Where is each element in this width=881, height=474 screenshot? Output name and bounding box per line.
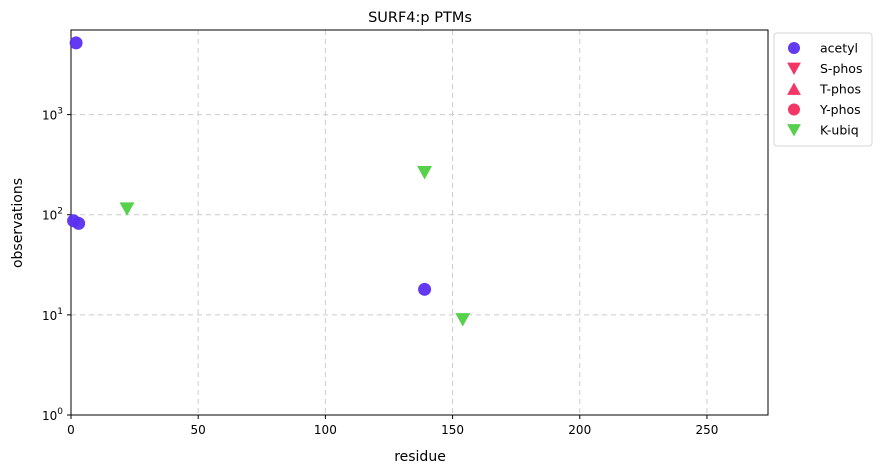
- legend-marker-s-phos: [787, 62, 801, 76]
- legend-marker-k-ubiq: [787, 124, 801, 137]
- legend-marker-acetyl: [788, 42, 800, 54]
- legend-label: S-phos: [820, 61, 862, 76]
- plot-area: [70, 29, 769, 416]
- x-tick-label: 0: [67, 423, 75, 437]
- y-tick-label: 100: [42, 407, 63, 423]
- x-axis-label: residue: [394, 449, 446, 465]
- legend-label: acetyl: [820, 41, 858, 56]
- x-tick-label: 100: [314, 423, 337, 437]
- data-point-acetyl: [418, 282, 432, 296]
- legend: acetyl S-phos T-phos Y-phos K-ubiq: [773, 32, 873, 147]
- x-tick-label: 250: [695, 423, 718, 437]
- data-point-k-ubiq: [455, 313, 471, 327]
- chart-title: SURF4:p PTMs: [368, 10, 472, 26]
- y-axis-label: observations: [10, 178, 26, 268]
- legend-label: Y-phos: [819, 102, 861, 117]
- data-point-acetyl: [72, 216, 86, 230]
- legend-label: K-ubiq: [820, 123, 859, 138]
- data-point-k-ubiq: [417, 166, 433, 180]
- legend-label: T-phos: [819, 82, 861, 97]
- y-tick-label: 103: [42, 107, 63, 123]
- legend-marker-y-phos: [788, 103, 800, 116]
- data-point-k-ubiq: [119, 202, 135, 216]
- x-tick-label: 150: [441, 423, 464, 437]
- legend-marker-t-phos: [787, 82, 801, 95]
- x-tick-label: 50: [191, 423, 206, 437]
- data-point-acetyl: [69, 36, 83, 50]
- y-axis: 100 101 102 103: [42, 107, 71, 423]
- y-tick-label: 101: [42, 307, 63, 323]
- y-tick-label: 102: [42, 207, 63, 223]
- x-tick-label: 200: [568, 423, 591, 437]
- grid: [71, 30, 768, 415]
- data-points: [67, 36, 471, 327]
- legend-box: [773, 32, 873, 147]
- x-axis: 0 50 100 150 200 250: [67, 415, 718, 437]
